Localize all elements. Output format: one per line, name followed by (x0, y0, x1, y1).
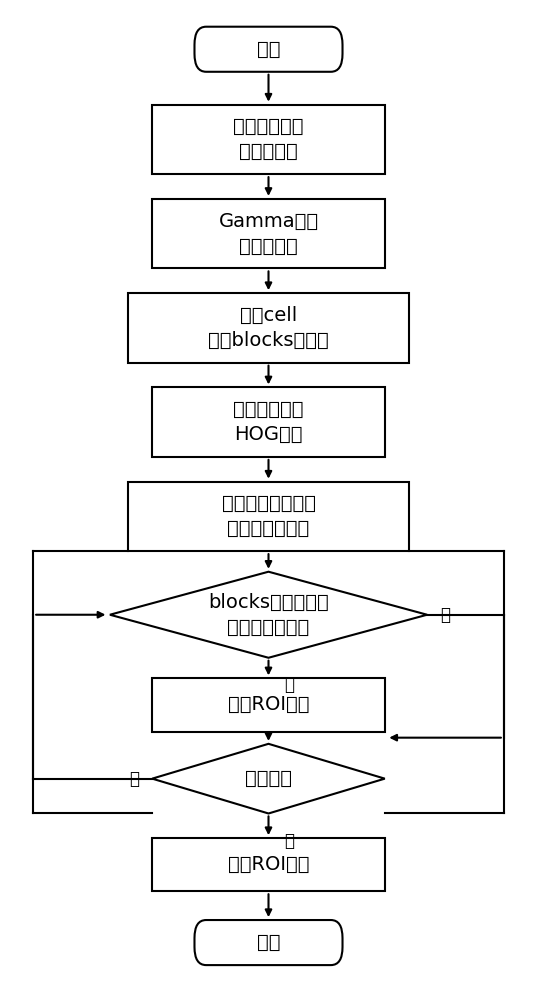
FancyBboxPatch shape (152, 105, 385, 174)
Text: 组合成图片的
HOG特征: 组合成图片的 HOG特征 (233, 400, 304, 444)
FancyBboxPatch shape (152, 678, 385, 732)
Text: 结束: 结束 (257, 933, 280, 952)
Text: 扫描完成: 扫描完成 (245, 769, 292, 788)
FancyBboxPatch shape (194, 920, 343, 965)
FancyBboxPatch shape (152, 199, 385, 268)
FancyBboxPatch shape (194, 27, 343, 72)
Text: 划分cell
得到blocks的特征: 划分cell 得到blocks的特征 (208, 306, 329, 350)
Text: 对梯度幅度和直方
图进行比较判断: 对梯度幅度和直方 图进行比较判断 (221, 494, 316, 538)
FancyBboxPatch shape (128, 293, 409, 363)
Text: 整理ROI区域: 整理ROI区域 (228, 855, 309, 874)
Polygon shape (152, 744, 385, 813)
Polygon shape (110, 572, 427, 658)
FancyBboxPatch shape (128, 482, 409, 551)
Text: 否: 否 (129, 770, 139, 788)
FancyBboxPatch shape (152, 387, 385, 457)
Text: 得到ROI区域: 得到ROI区域 (228, 695, 309, 714)
Text: 开始: 开始 (257, 40, 280, 59)
Text: blocks滑动比较梯
度幅度和直方图: blocks滑动比较梯 度幅度和直方图 (208, 593, 329, 637)
Text: 将有绝缘子的
图片灰度化: 将有绝缘子的 图片灰度化 (233, 117, 304, 161)
FancyBboxPatch shape (152, 838, 385, 891)
Text: Gamma校正
并计算梯度: Gamma校正 并计算梯度 (219, 212, 318, 256)
Text: 是: 是 (285, 832, 295, 850)
Text: 是: 是 (285, 676, 295, 694)
Text: 否: 否 (440, 606, 451, 624)
